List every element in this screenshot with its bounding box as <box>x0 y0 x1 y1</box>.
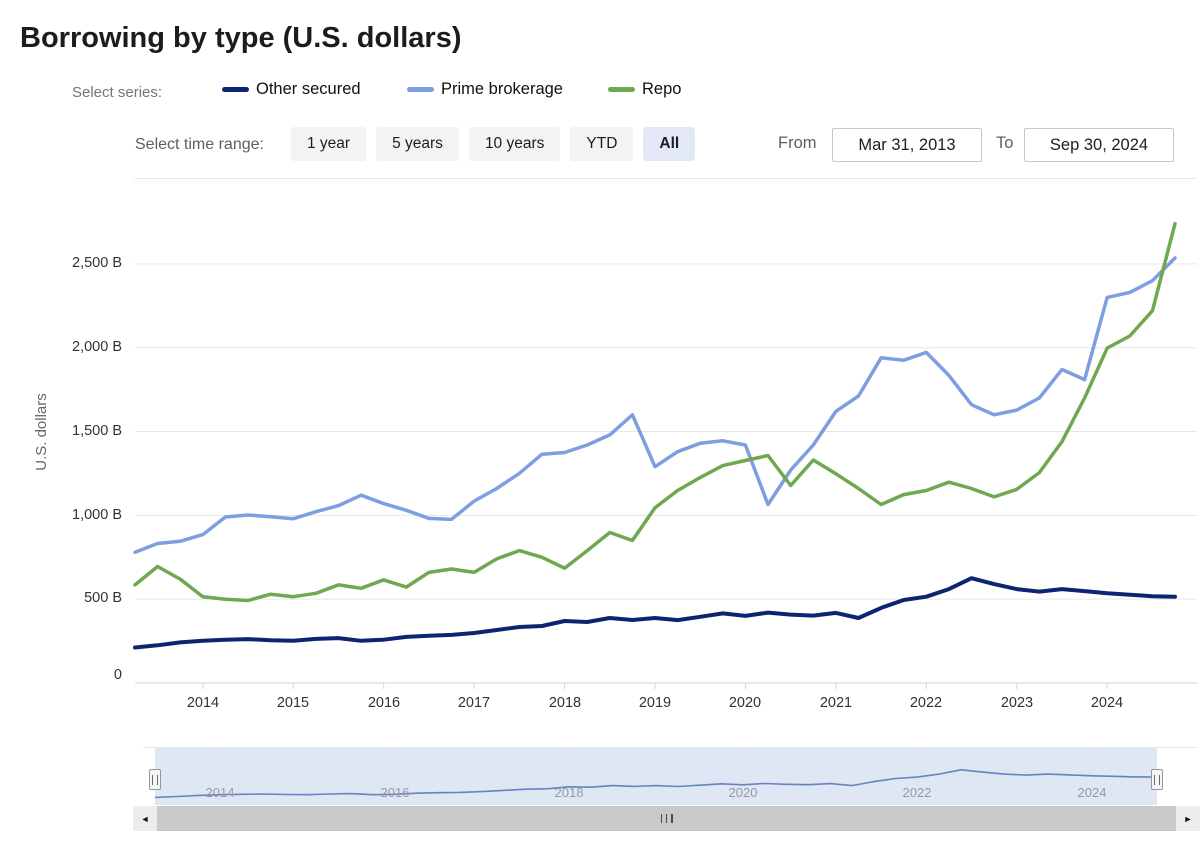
scrollbar-thumb[interactable] <box>157 806 1176 831</box>
legend-item-repo[interactable]: Repo <box>608 80 681 99</box>
navigator-tick-label: 2020 <box>728 785 758 800</box>
repo-swatch-icon <box>608 87 635 92</box>
x-tick-label: 2015 <box>276 695 310 711</box>
y-tick-label: 0 <box>113 667 122 683</box>
time-range-button-5-years[interactable]: 5 years <box>376 127 459 161</box>
legend-item-other-secured[interactable]: Other secured <box>222 80 361 99</box>
navigator-handle-right[interactable] <box>1151 769 1163 790</box>
navigator-tick-label: 2024 <box>1077 785 1107 800</box>
x-tick-label: 2023 <box>1000 695 1034 711</box>
other-secured-swatch-icon <box>222 87 249 92</box>
navigator-handle-left[interactable] <box>149 769 161 790</box>
time-range-button-ytd[interactable]: YTD <box>570 127 634 161</box>
navigator-top-border <box>143 747 1196 748</box>
page-title: Borrowing by type (U.S. dollars) <box>20 22 462 54</box>
navigator-tick-label: 2016 <box>380 785 410 800</box>
y-tick-label: 1,500 B <box>72 423 122 439</box>
x-tick-label: 2022 <box>909 695 943 711</box>
legend-item-label: Other secured <box>256 80 361 98</box>
scrollbar-left-arrow-button[interactable]: ◄ <box>133 806 157 831</box>
right-arrow-icon: ► <box>1183 813 1193 824</box>
navigator-handle-grip-icon <box>1154 774 1160 785</box>
time-range-button-10-years[interactable]: 10 years <box>468 127 561 161</box>
time-range-button-group: 1 year 5 years 10 years YTD All <box>291 127 696 161</box>
divider <box>134 178 1197 179</box>
from-label: From <box>778 134 817 152</box>
left-arrow-icon: ◄ <box>140 813 150 824</box>
time-range-button-all[interactable]: All <box>643 127 696 161</box>
x-tick-label: 2017 <box>457 695 491 711</box>
prime-brokerage-swatch-icon <box>407 87 434 92</box>
x-tick-label: 2024 <box>1090 695 1124 711</box>
scrollbar-right-arrow-button[interactable]: ► <box>1176 806 1200 831</box>
series-legend-label: Select series: <box>72 84 163 101</box>
time-range-button-1-year[interactable]: 1 year <box>291 127 367 161</box>
navigator-tick-label: 2014 <box>205 785 235 800</box>
to-label: To <box>996 134 1014 152</box>
x-tick-label: 2020 <box>728 695 762 711</box>
y-tick-label: 1,000 B <box>72 507 122 523</box>
navigator-tick-label: 2022 <box>902 785 932 800</box>
y-tick-label: 500 B <box>84 590 122 606</box>
y-tick-label: 2,000 B <box>72 339 122 355</box>
navigator-selected-range[interactable] <box>155 748 1157 805</box>
x-tick-label: 2014 <box>186 695 220 711</box>
navigator-handle-grip-icon <box>152 774 158 785</box>
x-tick-label: 2016 <box>367 695 401 711</box>
scrollbar-grip-icon <box>660 814 673 823</box>
to-date-input[interactable] <box>1024 128 1174 162</box>
legend-item-label: Prime brokerage <box>441 80 563 98</box>
x-tick-label: 2021 <box>819 695 853 711</box>
from-date-input[interactable] <box>832 128 982 162</box>
x-tick-label: 2019 <box>638 695 672 711</box>
navigator-tick-label: 2018 <box>554 785 584 800</box>
legend-item-label: Repo <box>642 80 682 98</box>
x-tick-label: 2018 <box>548 695 582 711</box>
time-range-label: Select time range: <box>135 136 264 153</box>
legend-item-prime-brokerage[interactable]: Prime brokerage <box>407 80 563 99</box>
y-tick-label: 2,500 B <box>72 255 122 271</box>
